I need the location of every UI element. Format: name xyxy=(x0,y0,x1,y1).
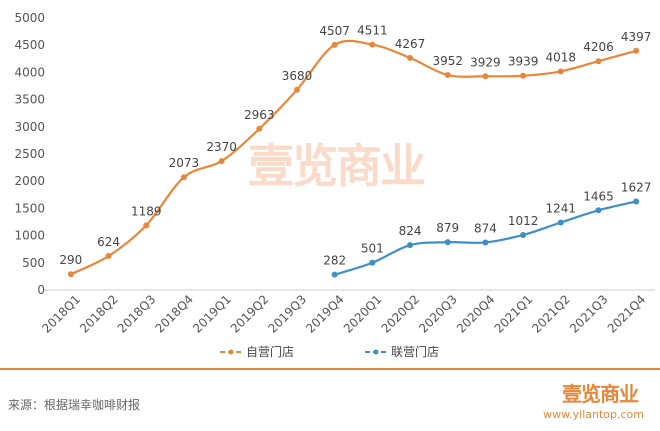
y-tick-label: 0 xyxy=(37,283,45,297)
x-tick-label: 2019Q1 xyxy=(190,292,234,336)
data-label: 3939 xyxy=(508,55,539,69)
data-point xyxy=(520,72,527,79)
data-label: 3929 xyxy=(470,55,501,69)
data-label: 1465 xyxy=(583,189,614,203)
data-point xyxy=(557,219,564,226)
data-point xyxy=(293,86,300,93)
x-tick-label: 2021Q1 xyxy=(492,292,536,336)
data-point xyxy=(633,198,640,205)
data-label: 4018 xyxy=(546,50,577,64)
y-tick-label: 3000 xyxy=(14,120,45,134)
y-tick-label: 2500 xyxy=(14,147,45,161)
x-tick-label: 2021Q2 xyxy=(529,292,573,336)
data-label: 1627 xyxy=(621,180,652,194)
y-tick-label: 3500 xyxy=(14,93,45,107)
data-label: 4507 xyxy=(319,24,350,38)
x-tick-label: 2020Q2 xyxy=(379,292,423,336)
legend-label: 联营门店 xyxy=(391,344,439,359)
data-point xyxy=(595,207,602,214)
x-tick-label: 2021Q4 xyxy=(605,292,649,336)
data-point xyxy=(444,72,451,79)
series-line-1 xyxy=(334,200,637,276)
y-tick-label: 1500 xyxy=(14,201,45,215)
data-point xyxy=(633,47,640,54)
data-point xyxy=(180,174,187,181)
data-point xyxy=(407,242,414,249)
data-label: 4511 xyxy=(357,24,388,38)
y-tick-label: 4000 xyxy=(14,65,45,79)
watermark: 壹览商业 xyxy=(248,139,426,193)
legend-marker xyxy=(373,349,379,355)
data-label: 879 xyxy=(436,221,459,235)
data-label: 1189 xyxy=(131,204,162,218)
legend-label: 自营门店 xyxy=(246,344,294,359)
data-label: 874 xyxy=(474,221,497,235)
data-point xyxy=(557,68,564,75)
data-point xyxy=(331,271,338,278)
x-tick-label: 2021Q3 xyxy=(567,292,611,336)
y-tick-label: 2000 xyxy=(14,174,45,188)
divider xyxy=(0,368,660,370)
data-label: 3680 xyxy=(282,69,313,83)
y-tick-label: 5000 xyxy=(14,11,45,25)
y-tick-label: 4500 xyxy=(14,38,45,52)
data-point xyxy=(444,239,451,246)
x-tick-label: 2020Q4 xyxy=(454,292,498,336)
y-tick-label: 500 xyxy=(22,256,45,270)
x-tick-label: 2019Q3 xyxy=(266,292,310,336)
brand-logo: 壹览商业 xyxy=(562,382,639,406)
data-label: 4267 xyxy=(395,37,426,51)
x-tick-label: 2020Q3 xyxy=(416,292,460,336)
data-point xyxy=(369,259,376,266)
data-label: 501 xyxy=(361,242,384,256)
data-label: 2370 xyxy=(206,140,237,154)
x-tick-label: 2019Q4 xyxy=(303,292,347,336)
legend-marker xyxy=(228,349,234,355)
data-label: 3952 xyxy=(432,54,463,68)
data-label: 824 xyxy=(399,224,422,238)
x-tick-label: 2020Q1 xyxy=(341,292,385,336)
line-chart: 0 500 1000 1500 2000 2500 3000 3500 4000 4500 5000… xyxy=(14,11,655,359)
data-point xyxy=(256,125,263,132)
data-label: 624 xyxy=(97,235,120,249)
x-tick-label: 2018Q3 xyxy=(115,292,159,336)
source-note: 来源：根据瑞幸咖啡财报 xyxy=(8,398,141,412)
data-point xyxy=(143,222,150,229)
data-point xyxy=(331,41,338,48)
series-line-0 xyxy=(70,39,637,276)
data-label: 2963 xyxy=(244,108,275,122)
data-point xyxy=(67,271,74,278)
y-tick-label: 1000 xyxy=(14,229,45,243)
x-tick-label: 2018Q2 xyxy=(77,292,121,336)
data-label: 2073 xyxy=(169,156,200,170)
data-point xyxy=(482,73,489,80)
data-point xyxy=(482,239,489,246)
data-label: 1012 xyxy=(508,214,539,228)
data-point xyxy=(105,253,112,260)
x-tick-label: 2018Q1 xyxy=(39,292,83,336)
data-label: 290 xyxy=(59,253,82,267)
data-point xyxy=(595,58,602,65)
data-point xyxy=(218,158,225,165)
data-point xyxy=(369,41,376,48)
data-point xyxy=(407,54,414,61)
data-label: 4206 xyxy=(583,40,614,54)
x-tick-label: 2019Q2 xyxy=(228,292,272,336)
data-point xyxy=(520,231,527,238)
data-label: 4397 xyxy=(621,30,652,44)
data-label: 282 xyxy=(323,254,346,268)
x-tick-label: 2018Q4 xyxy=(152,292,196,336)
brand-url: www.yilantop.com xyxy=(543,408,644,421)
data-label: 1241 xyxy=(546,201,577,215)
